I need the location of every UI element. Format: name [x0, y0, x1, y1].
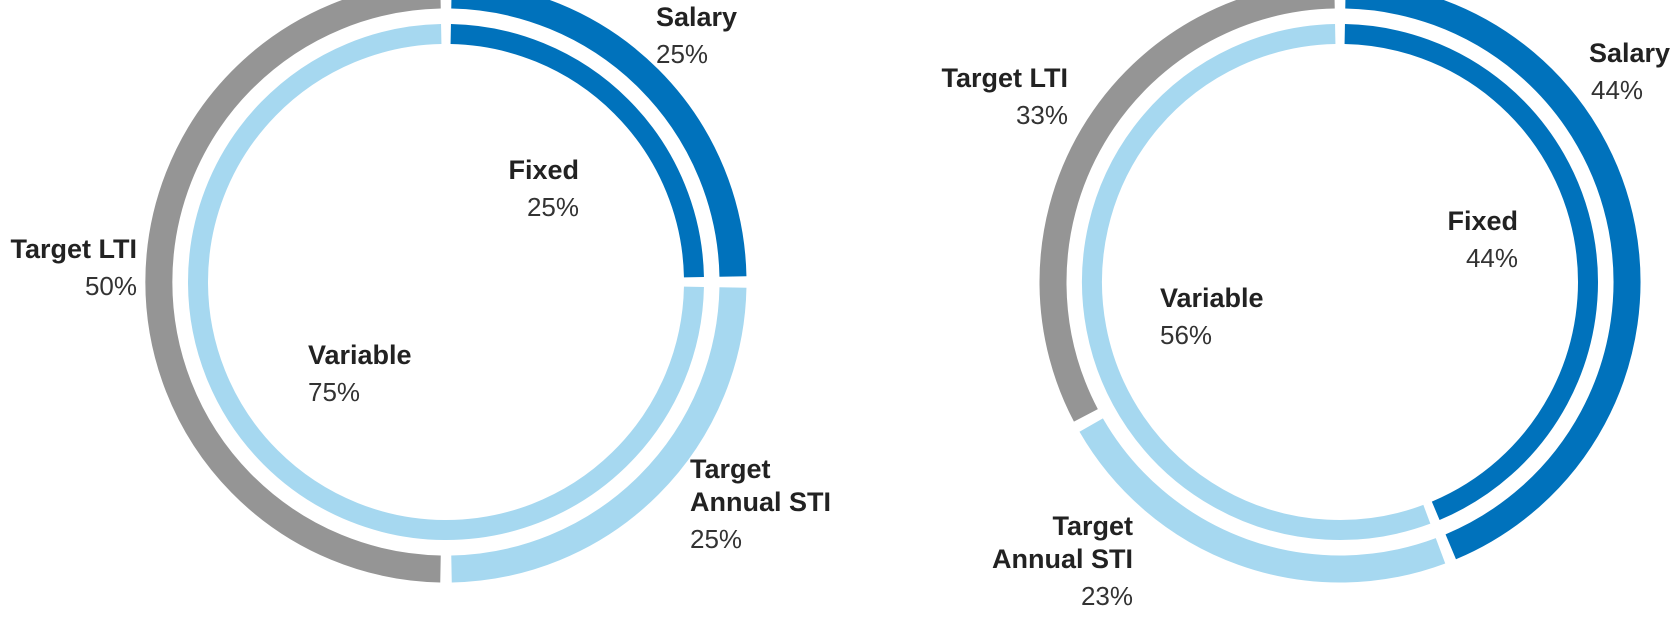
chart-1-fixed-value: 25%	[527, 192, 579, 222]
chart-1-fixed-label: Fixed	[508, 155, 579, 185]
chart-2-lti-value: 33%	[1016, 100, 1068, 130]
chart-1-lti-label: Target LTI	[11, 234, 138, 264]
chart-2-fixed-value: 44%	[1466, 243, 1518, 273]
chart-1-sti-value: 25%	[690, 524, 742, 554]
chart-1-rings	[145, 0, 747, 583]
chart-2-inner-ring-slice-fixed	[1344, 24, 1598, 521]
chart-1-outer-ring-slice-target-lti	[145, 0, 441, 583]
chart-2-outer-ring-slice-salary	[1345, 0, 1641, 560]
chart-1-inner-ring-slice-fixed	[450, 24, 704, 278]
chart-2-rings	[1039, 0, 1641, 583]
chart-2-inner-ring-slice-variable	[1082, 24, 1431, 540]
chart-1-outer-ring-slice-salary	[451, 0, 747, 277]
chart-1-sti-label-line2: Annual STI	[690, 487, 831, 517]
chart-2-salary-label: Salary	[1589, 38, 1670, 68]
chart-2-outer-ring-slice-target-annual-sti	[1079, 418, 1446, 583]
chart-2-lti-label: Target LTI	[942, 63, 1069, 93]
chart-1-outer-ring-slice-target-annual-sti	[451, 287, 747, 583]
chart-1-salary-value: 25%	[656, 39, 708, 69]
chart-2-fixed-label: Fixed	[1447, 206, 1518, 236]
pay-mix-chart-2: Salary 44% Target Annual STI 23% Target …	[942, 0, 1670, 611]
chart-2-sti-label-line2: Annual STI	[992, 544, 1133, 574]
chart-1-salary-label: Salary	[656, 2, 737, 32]
chart-1-variable-label: Variable	[308, 340, 412, 370]
chart-1-inner-ring-slice-variable	[188, 24, 704, 540]
chart-1-lti-value: 50%	[85, 271, 137, 301]
chart-2-sti-value: 23%	[1081, 581, 1133, 611]
chart-1-variable-value: 75%	[308, 377, 360, 407]
chart-2-variable-value: 56%	[1160, 320, 1212, 350]
chart-2-salary-value: 44%	[1591, 75, 1643, 105]
pay-mix-chart-1: Salary 25% Target Annual STI 25% Target …	[11, 0, 831, 583]
chart-2-outer-ring-slice-target-lti	[1039, 0, 1335, 422]
chart-2-sti-label-line1: Target	[1052, 511, 1133, 541]
chart-1-sti-label-line1: Target	[690, 454, 771, 484]
chart-2-variable-label: Variable	[1160, 283, 1264, 313]
